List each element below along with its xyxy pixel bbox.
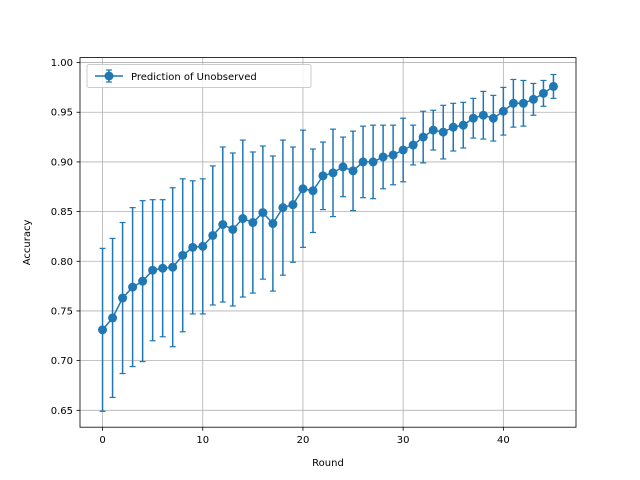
data-point [478, 110, 488, 120]
x-tick-label: 40 [497, 435, 510, 446]
data-point [128, 282, 138, 292]
y-tick-label: 0.80 [51, 257, 73, 268]
x-tick-label: 30 [397, 435, 410, 446]
data-point [408, 140, 418, 150]
data-point [428, 125, 438, 135]
data-point [158, 263, 168, 273]
data-point [348, 166, 358, 176]
data-point [328, 168, 338, 178]
y-tick-label: 0.75 [51, 306, 73, 317]
data-point [138, 276, 148, 286]
x-tick-label: 20 [297, 435, 310, 446]
data-point [528, 94, 538, 104]
data-point [488, 113, 498, 123]
data-point [188, 242, 198, 252]
legend-box [86, 64, 312, 88]
data-point [98, 325, 108, 335]
x-tick-label: 0 [99, 435, 105, 446]
data-point [238, 214, 248, 224]
data-point [298, 184, 308, 194]
data-point [218, 220, 228, 230]
data-point [318, 171, 328, 181]
y-tick-label: 0.70 [51, 356, 73, 367]
data-point [498, 106, 508, 116]
data-point [468, 113, 478, 123]
data-point [368, 157, 378, 167]
y-tick-label: 0.90 [51, 157, 73, 168]
data-point [118, 293, 128, 303]
data-point [178, 250, 188, 260]
data-point [258, 208, 268, 218]
data-point [438, 127, 448, 137]
x-axis-label: Round [312, 458, 344, 469]
y-axis-label: Accuracy [22, 219, 33, 265]
data-point [548, 81, 558, 91]
data-point [518, 98, 528, 108]
data-point [398, 145, 408, 155]
y-tick-label: 0.85 [51, 207, 73, 218]
data-point [208, 230, 218, 240]
data-point [418, 132, 428, 142]
data-point [338, 162, 348, 172]
legend-marker [95, 69, 123, 83]
legend: Prediction of Unobserved [86, 64, 312, 88]
data-point [378, 152, 388, 162]
data-point [458, 120, 468, 130]
series-line [101, 85, 554, 331]
data-point [268, 219, 278, 229]
x-tick-label: 10 [196, 435, 209, 446]
data-point [278, 203, 288, 213]
data-point [198, 241, 208, 251]
data-point [288, 200, 298, 210]
ticks: 0 10 20 30 40 0.65 0.70 0.75 0.80 0.85 0.90 0.95 1.0… [51, 58, 510, 446]
data-point [448, 122, 458, 132]
data-point [388, 150, 398, 160]
data-point [358, 157, 368, 167]
legend-label: Prediction of Unobserved [131, 72, 257, 83]
data-point [108, 313, 118, 323]
y-tick-label: 0.65 [51, 406, 73, 417]
y-tick-label: 0.95 [51, 108, 73, 119]
data-point [228, 224, 238, 234]
series-group [98, 73, 558, 412]
data-point [248, 218, 258, 228]
data-point [148, 265, 158, 275]
data-point [538, 88, 548, 98]
data-point [168, 262, 178, 272]
axes-frame [79, 57, 577, 428]
y-tick-label: 1.00 [51, 58, 73, 69]
legend-point [104, 71, 114, 81]
data-point [308, 186, 318, 196]
data-point [508, 98, 518, 108]
